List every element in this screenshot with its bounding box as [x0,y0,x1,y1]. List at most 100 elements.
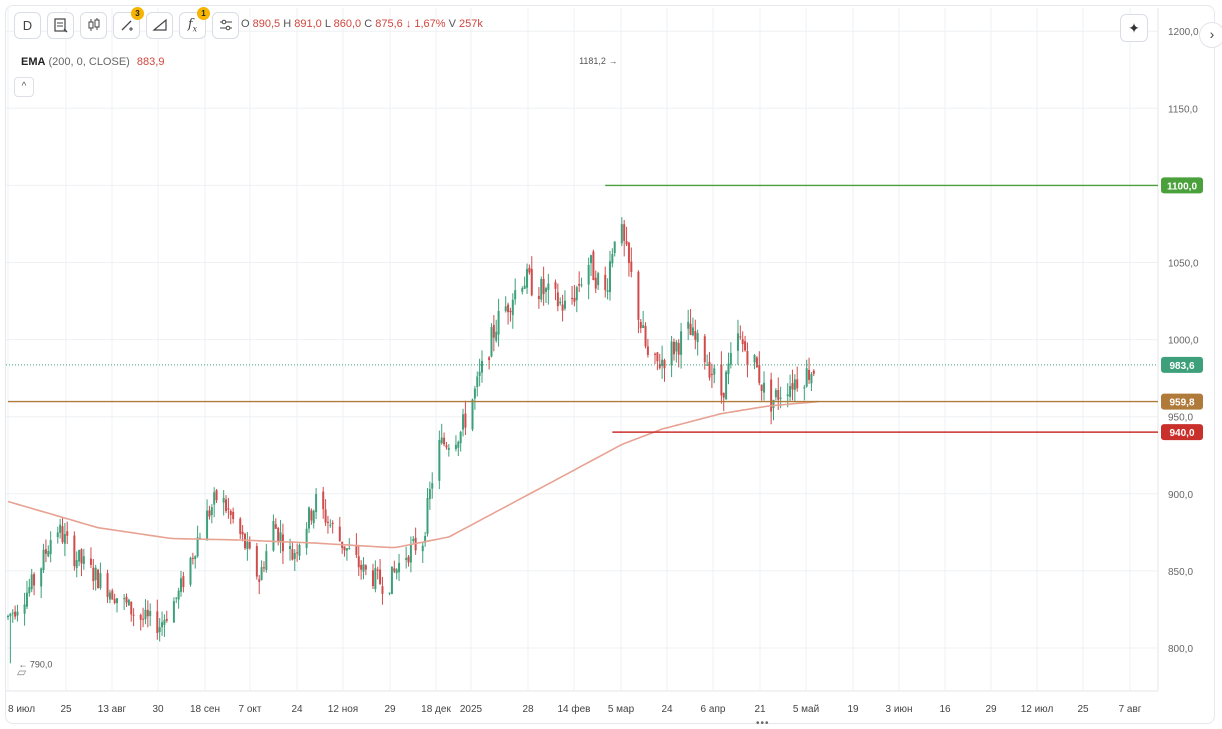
candle-body [244,533,246,549]
candle-body [722,392,725,398]
candle-body [239,518,242,534]
drawings-count-badge: 3 [131,6,144,20]
candle-body [30,574,33,590]
candle-body [374,568,377,590]
candle-body [196,537,199,557]
candle-body [182,576,185,588]
candle-body [457,441,460,448]
candle-body [803,387,806,389]
interval-button[interactable]: D [14,11,41,39]
drawing-layer-icon[interactable]: ▱ [17,665,27,679]
candle-body [758,364,761,384]
candle-body [9,613,12,617]
y-tick-label: 1200,0 [1168,27,1199,38]
candle-body [675,341,678,352]
x-tick-label: 30 [152,704,164,715]
candle-body [597,273,600,286]
more-options-icon[interactable]: ••• [756,718,770,729]
candle-body [654,353,657,355]
drawing-tools-button[interactable]: 3 [113,6,144,39]
ruler-button[interactable] [146,11,173,39]
candle-body [106,573,109,597]
low-label: L [324,18,331,30]
candle-body [777,390,780,400]
candle-body [492,324,495,338]
candle-body [277,528,280,542]
candle-body [7,615,9,618]
x-tick-label: 8 июл [8,704,35,715]
candle-body [509,310,512,313]
candle-body [763,382,766,393]
indicators-button[interactable]: fx 1 [179,6,210,39]
candle-body [113,598,116,603]
candle-body [175,597,178,599]
side-panel-edge [1216,70,1222,480]
indicator-legend[interactable]: EMA (200, 0, CLOSE) 883,9 [21,56,164,68]
candle-body [523,285,526,289]
candle-body [381,586,384,594]
candle-body [746,351,749,366]
candle-body [540,279,543,300]
candle-body [760,384,763,391]
candle-body [670,341,673,366]
settings-button[interactable] [212,11,239,39]
candle-body [687,321,690,329]
candle-body [329,524,332,526]
candle-body [604,274,607,291]
candle-body [180,578,183,592]
level-price-tag [1161,393,1203,410]
candle-body [343,546,346,551]
candle-body [706,364,709,366]
low-marker-label: ← 790,0 [18,659,52,669]
candle-body [741,339,744,345]
candle-body [793,379,796,391]
candle-body [571,298,574,300]
candle-body [521,288,524,292]
candle-body [445,445,448,448]
candle-body [426,498,429,534]
candle-body [116,598,119,604]
collapse-legend-button[interactable]: ^ [14,77,34,97]
candle-body [281,534,284,552]
candle-body [364,565,367,570]
expand-panel-button[interactable]: › [1199,22,1222,48]
candle-body [713,368,716,375]
candle-body [753,355,756,363]
y-tick-label: 1150,0 [1168,104,1198,115]
chart-type-button[interactable] [47,11,74,39]
last-price-tag [1161,356,1203,373]
candle-body [11,612,14,614]
candle-body [462,414,465,430]
candle-body [210,507,213,515]
candle-body [73,535,76,567]
ai-assistant-button[interactable]: ✦ [1120,14,1148,42]
candle-body [507,304,510,313]
candle-body [559,301,562,304]
change-value: ↓ 1,67% [405,18,446,30]
candle-body [454,444,457,449]
candle-body [222,497,225,503]
level-price-label: 1100,0 [1167,181,1197,192]
open-label: O [241,18,250,30]
candle-body [639,321,642,329]
candle-body [33,574,36,586]
candle-body [620,224,623,244]
candle-body [774,390,777,398]
candle-body [89,558,92,565]
candle-body [514,290,517,300]
candle-body [260,567,263,580]
candle-body [123,598,126,600]
ema-line [7,400,819,549]
candle-body [424,535,427,543]
candle-body [125,596,128,603]
candle-body [542,278,545,295]
candle-body [191,557,194,559]
candles-button[interactable] [80,11,107,39]
candle-body [246,541,249,549]
candle-body [561,304,564,311]
candle-body [443,437,446,445]
candle-body [338,526,341,542]
candle-body [258,579,261,582]
high-marker-label: 1181,2 → [579,56,617,66]
